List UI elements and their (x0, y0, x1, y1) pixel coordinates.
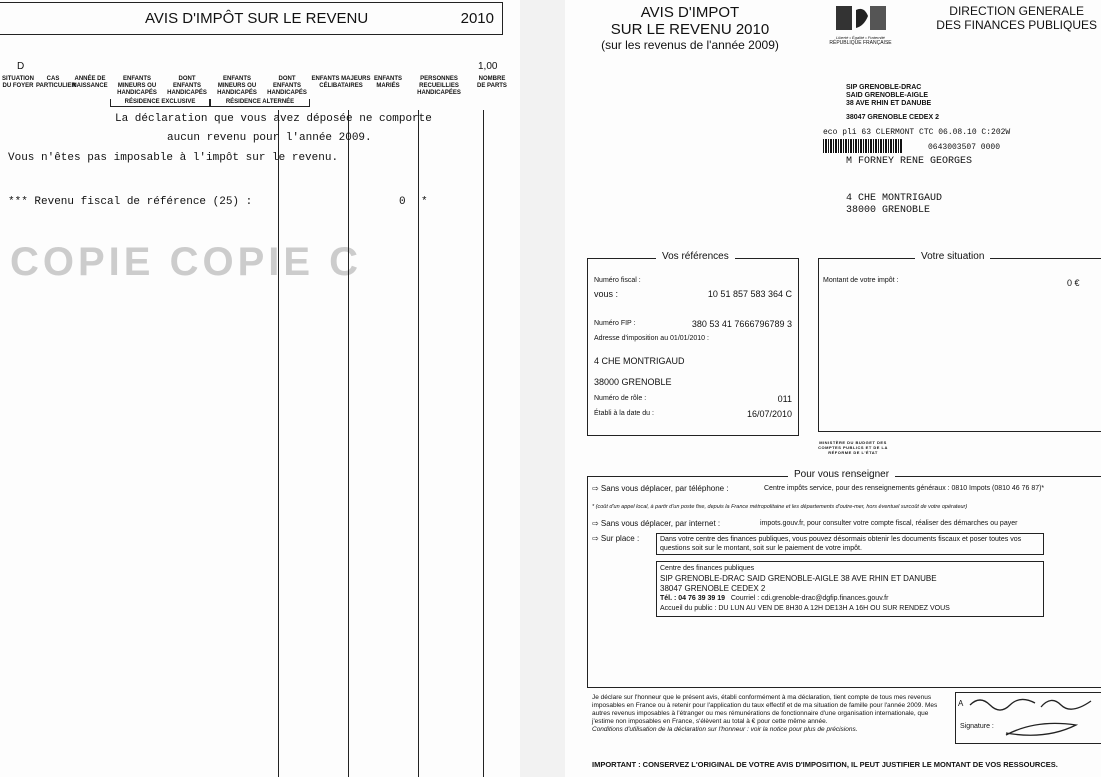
republique-logo: Liberté • Égalité • Fraternité RÉPUBLIQU… (823, 6, 898, 46)
left-page: AVIS D'IMPÔT SUR LE REVENU 2010 COPIE CO… (0, 0, 520, 777)
column-divider (348, 110, 349, 777)
role-label: Numéro de rôle : (594, 395, 647, 402)
date-label: Établi à la date du : (594, 410, 654, 417)
phone-label: ⇨ Sans vous déplacer, par téléphone : (592, 484, 729, 493)
centre-box: Centre des finances publiques SIP GRENOB… (656, 561, 1044, 617)
internet-text[interactable]: impots.gouv.fr, pour consulter votre com… (760, 520, 1018, 527)
tax-amount-value: 0 € (1067, 278, 1080, 288)
barcode-number: 0643003507 0000 (928, 143, 1001, 152)
sender-line: 38047 GRENOBLE CEDEX 2 (846, 114, 939, 121)
info-box: Pour vous renseigner ⇨ Sans vous déplace… (587, 469, 1101, 688)
right-page: AVIS D'IMPOT SUR LE REVENU 2010 (sur les… (565, 0, 1101, 777)
onsite-label: ⇨ Sur place : (592, 534, 640, 543)
col-header: DONT ENFANTS HANDICAPÉS (267, 76, 307, 96)
handwritten-signature-icon (969, 698, 1092, 736)
rfr-star: * (421, 196, 428, 208)
tax-amount-label: Montant de votre impôt : (823, 277, 899, 284)
situation-code: D (17, 61, 25, 72)
recipient-address-1: 4 CHE MONTRIGAUD (846, 193, 943, 204)
dgfip-line2: DES FINANCES PUBLIQUES (936, 18, 1097, 32)
dgfip-line1: DIRECTION GENERALE (949, 4, 1084, 18)
recipient-name: M FORNEY RENE GEORGES (846, 156, 973, 167)
notice-period: (sur les revenus de l'année 2009) (601, 38, 779, 52)
col-header: PERSONNES RECUEILLIES HANDICAPÉES (417, 76, 461, 96)
postal-line: eco pli 63 CLERMONT CTC 06.08.10 C:202W (823, 128, 1011, 137)
col-header: DONT ENFANTS HANDICAPÉS (167, 76, 207, 96)
col-header: NOMBRE DE PARTS (477, 76, 507, 89)
barcode (823, 139, 903, 153)
fip-label: Numéro FIP : (594, 320, 636, 327)
notice-title: AVIS D'IMPOT (640, 4, 740, 21)
centre-email[interactable]: Courriel : cdi.grenoble-drac@dgfip.finan… (730, 595, 889, 602)
fiscal-label: Numéro fiscal : (594, 277, 641, 284)
onsite-text: Dans votre centre des finances publiques… (656, 533, 1044, 555)
address-label: Adresse d'imposition au 01/01/2010 : (594, 335, 709, 342)
left-header-title: AVIS D'IMPÔT SUR LE REVENU (145, 10, 369, 27)
group-alternate: RÉSIDENCE ALTERNÉE (210, 99, 310, 107)
signature-box: A Signature : (955, 692, 1101, 744)
centre-phone: Tél. : 04 76 39 39 19 (660, 595, 725, 602)
phone-footnote: * (coût d'un appel local, à partir d'un … (592, 504, 968, 510)
centre-title: Centre des finances publiques (660, 565, 755, 572)
left-header-year: 2010 (460, 10, 494, 27)
declaration-block: Je déclare sur l'honneur que le présent … (592, 694, 947, 734)
sender-line: 38 AVE RHIN ET DANUBE (846, 100, 932, 107)
declaration-conditions: Conditions d'utilisation de la déclarati… (592, 726, 858, 733)
column-divider (278, 110, 279, 777)
left-header-box: AVIS D'IMPÔT SUR LE REVENU 2010 (0, 2, 503, 35)
vous-label: vous : (594, 289, 619, 299)
rfr-label: *** Revenu fiscal de référence (25) : (8, 196, 253, 208)
sender-line: SAID GRENOBLE-AIGLE (846, 92, 929, 99)
info-title: Pour vous renseigner (788, 469, 896, 480)
honour-declaration: Je déclare sur l'honneur que le présent … (592, 694, 938, 725)
fiscal-number: 10 51 857 583 364 C (707, 289, 792, 299)
references-title: Vos références (656, 251, 735, 262)
col-header: ENFANTS MINEURS OU HANDICAPÉS (117, 76, 157, 96)
role-number: 011 (777, 394, 792, 404)
rfr-value: 0 (399, 196, 406, 208)
situation-box: Votre situation Montant de votre impôt :… (818, 251, 1101, 432)
column-headers: SITUATION DU FOYER CAS PARTICULIER ANNÉE… (0, 76, 510, 97)
notice-line-3: Vous n'êtes pas imposable à l'impôt sur … (8, 152, 339, 164)
column-divider (418, 110, 419, 777)
col-header: ANNÉE DE NAISSANCE (72, 76, 108, 89)
notice-line-1: La déclaration que vous avez déposée ne … (115, 113, 432, 125)
column-divider (483, 110, 484, 777)
col-header: ENFANTS MAJEURS CÉLIBATAIRES (311, 76, 371, 89)
recipient-address-2: 38000 GRENOBLE (846, 205, 931, 216)
important-notice: IMPORTANT : CONSERVEZ L'ORIGINAL DE VOTR… (592, 760, 1058, 769)
references-box: Vos références Numéro fiscal : vous : 10… (587, 251, 799, 436)
marianne-logo-icon (835, 6, 886, 30)
issue-date: 16/07/2010 (746, 409, 792, 419)
group-exclusive: RÉSIDENCE EXCLUSIVE (110, 99, 210, 107)
centre-address-2: 38047 GRENOBLE CEDEX 2 (660, 584, 766, 593)
logo-name: RÉPUBLIQUE FRANÇAISE (829, 40, 892, 46)
situation-title: Votre situation (915, 251, 991, 262)
tax-address-1: 4 CHE MONTRIGAUD (594, 356, 685, 366)
logo-motto: Liberté • Égalité • Fraternité (836, 35, 885, 40)
centre-hours: Accueil du public : DU LUN AU VEN DE 8H3… (660, 605, 950, 612)
notice-line-2: aucun revenu pour l'année 2009. (167, 132, 372, 144)
notice-subtitle: SUR LE REVENU 2010 (610, 21, 770, 38)
parts-value: 1,00 (478, 61, 498, 72)
col-header: CAS PARTICULIER (36, 76, 76, 89)
col-header: SITUATION DU FOYER (2, 76, 34, 89)
phone-text: Centre impôts service, pour des renseign… (764, 485, 1045, 492)
signature-label: Signature : (960, 723, 994, 730)
col-header: ENFANTS MINEURS OU HANDICAPÉS (217, 76, 257, 96)
signature-place-label: A (958, 699, 964, 708)
col-header: ENFANTS MARIÉS (373, 76, 402, 89)
ministry-label: MINISTÈRE DU BUDGET DES COMPTES PUBLICS … (818, 440, 888, 455)
tax-address-2: 38000 GRENOBLE (594, 377, 672, 387)
copy-watermark: COPIE COPIE C (10, 240, 363, 284)
sender-line: SIP GRENOBLE-DRAC (846, 84, 922, 91)
centre-address-1: SIP GRENOBLE-DRAC SAID GRENOBLE-AIGLE 38… (660, 574, 937, 583)
fip-number: 380 53 41 7666796789 3 (691, 319, 792, 329)
internet-label: ⇨ Sans vous déplacer, par internet : (592, 519, 721, 528)
